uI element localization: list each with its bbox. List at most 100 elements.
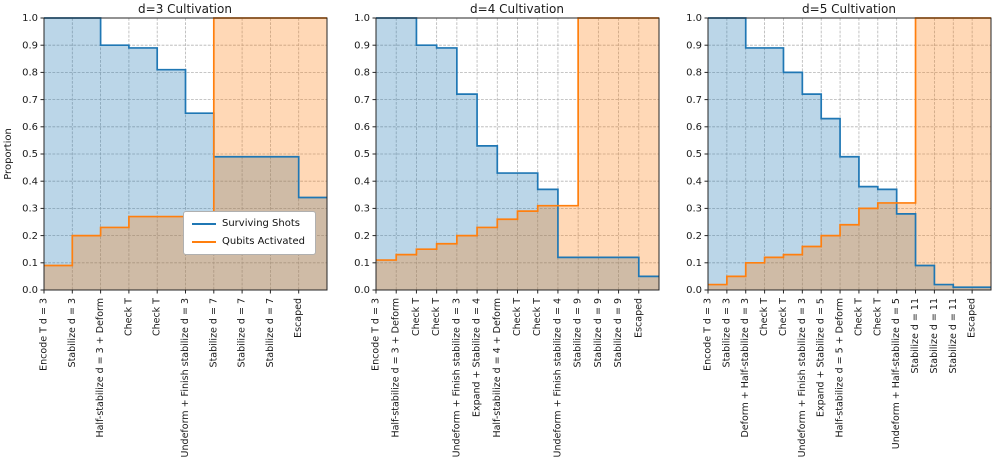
y-tick-label: 0.2 <box>354 231 370 242</box>
x-tick-label: Stabilize d = 3 <box>721 298 732 367</box>
x-tick-label: Encode T d = 3 <box>371 298 382 371</box>
y-tick-label: 1.0 <box>686 13 702 24</box>
legend-line-surviving-icon <box>192 223 216 225</box>
axes-frame <box>704 17 992 294</box>
y-tick-label: 0.9 <box>22 40 38 51</box>
legend-item-qubits-activated: Qubits Activated <box>192 236 305 248</box>
y-tick-labels: 0.0 0.1 0.2 0.3 0.4 0.5 0.6 0.7 0.8 0.9 1.0 <box>22 13 38 296</box>
x-tick-label: Stabilize d = 11 <box>948 298 959 374</box>
y-tick-label: 1.0 <box>354 13 370 24</box>
x-tick-label: Check T <box>123 298 134 336</box>
x-tick-label: Expand + Stabilize d = 4 <box>472 298 483 417</box>
x-tick-label: Stabilize d = 9 <box>613 298 624 367</box>
axes-frame <box>372 17 660 294</box>
x-tick-label: Check T <box>853 298 864 336</box>
x-tick-label: Undeform + Finish stabilize d = 3 <box>451 298 462 457</box>
x-tick-label: Check T <box>431 298 442 336</box>
x-tick-label: Stabilize d = 7 <box>237 298 248 367</box>
chart-panel-d5: d=5 Cultivation Encode T d = 3 Stabilize … <box>664 0 996 473</box>
y-tick-label: 0.2 <box>22 231 38 242</box>
y-tick-label: 0.1 <box>354 258 370 269</box>
y-tick-label: 1.0 <box>22 13 38 24</box>
series-area-0 <box>376 18 659 290</box>
legend: Surviving Shots Qubits Activated <box>183 211 316 255</box>
y-tick-label: 0.3 <box>686 204 702 215</box>
x-tick-label: Undeform + Finish stabilize d = 3 <box>180 298 191 457</box>
y-tick-label: 0.5 <box>354 149 370 160</box>
y-tick-label: 0.6 <box>354 122 370 133</box>
y-tick-label: 0.3 <box>22 204 38 215</box>
y-tick-label: 0.9 <box>686 40 702 51</box>
legend-item-surviving-shots: Surviving Shots <box>192 218 305 230</box>
x-tick-label: Stabilize d = 11 <box>929 298 940 374</box>
y-tick-label: 0.0 <box>354 285 370 296</box>
x-tick-label: Stabilize d = 7 <box>265 298 276 367</box>
x-tick-label: Check T <box>872 298 883 336</box>
x-tick-label: Half-stabilize d = 3 + Deform <box>391 298 402 438</box>
x-tick-label: Stabilize d = 3 <box>67 298 78 367</box>
x-tick-label: Half-stabilize d = 3 + Deform <box>95 298 106 438</box>
x-tick-label: Half-stabilize d = 4 + Deform <box>492 298 503 438</box>
y-tick-label: 0.0 <box>686 285 702 296</box>
series-line-1 <box>708 17 991 286</box>
x-tick-label: Stabilize d = 7 <box>208 298 219 367</box>
x-tick-label: Escaped <box>633 298 644 338</box>
y-tick-label: 0.7 <box>686 95 702 106</box>
x-tick-label: Check T <box>411 298 422 336</box>
x-tick-label: Deform + Half-stabilize d = 3 <box>740 298 751 438</box>
y-tick-label: 0.7 <box>22 95 38 106</box>
x-tick-label: Check T <box>152 298 163 336</box>
x-tick-label: Escaped <box>293 298 304 338</box>
y-axis-label: Proportion <box>3 128 14 180</box>
y-tick-label: 0.4 <box>354 176 370 187</box>
y-tick-label: 0.5 <box>686 149 702 160</box>
x-tick-labels: Encode T d = 3 Stabilize d = 3 Deform + Ha… <box>703 298 978 458</box>
y-tick-label: 0.6 <box>22 122 38 133</box>
series-line-0 <box>708 17 991 289</box>
y-tick-label: 0.6 <box>686 122 702 133</box>
series-areas <box>708 18 991 290</box>
x-tick-label: Check T <box>512 298 523 336</box>
chart-title-d5: d=5 Cultivation <box>802 2 896 16</box>
series-area-1 <box>708 18 991 290</box>
x-tick-label: Stabilize d = 11 <box>910 298 921 374</box>
axes-frame <box>40 17 328 294</box>
series-line-0 <box>376 17 659 278</box>
x-tick-label: Stabilize d = 9 <box>593 298 604 367</box>
x-tick-label: Undeform + Finish stabilize d = 4 <box>552 298 563 457</box>
y-tick-label: 0.8 <box>354 68 370 79</box>
chart-d5: d=5 Cultivation Encode T d = 3 Stabilize … <box>686 2 992 458</box>
x-tick-label: Expand + Stabilize d = 5 <box>816 298 827 417</box>
series-area-0 <box>708 18 991 290</box>
x-tick-label: Check T <box>532 298 543 336</box>
chart-d4: d=4 Cultivation Encode T d = 3 Half-stabi… <box>354 2 660 458</box>
y-tick-label: 0.3 <box>354 204 370 215</box>
y-tick-label: 0.1 <box>686 258 702 269</box>
series-line-0 <box>44 17 327 199</box>
legend-label-activated: Qubits Activated <box>222 236 305 247</box>
series-areas <box>376 18 659 290</box>
x-tick-label: Undeform + Finish stabilize d = 3 <box>797 298 808 457</box>
series-area-1 <box>376 18 659 290</box>
x-tick-labels: Encode T d = 3 Half-stabilize d = 3 + Def… <box>371 298 645 458</box>
y-tick-label: 0.9 <box>354 40 370 51</box>
y-tick-label: 0.4 <box>22 176 38 187</box>
x-tick-label: Encode T d = 3 <box>703 298 714 371</box>
chart-title-d4: d=4 Cultivation <box>470 2 564 16</box>
x-tick-label: Half-stabilize d = 5 + Deform <box>835 298 846 438</box>
legend-line-activated-icon <box>192 241 216 243</box>
x-tick-labels: Encode T d = 3 Stabilize d = 3 Half-stabil… <box>39 298 305 458</box>
y-tick-labels: 0.0 0.1 0.2 0.3 0.4 0.5 0.6 0.7 0.8 0.9 1.0 <box>354 13 370 296</box>
series-lines <box>708 17 991 289</box>
y-tick-label: 0.2 <box>686 231 702 242</box>
x-tick-label: Stabilize d = 9 <box>573 298 584 367</box>
y-tick-label: 0.1 <box>22 258 38 269</box>
chart-panel-d3: d=3 Cultivation Proportion Encode T d = … <box>0 0 332 473</box>
y-tick-label: 0.8 <box>686 68 702 79</box>
y-tick-label: 0.7 <box>354 95 370 106</box>
x-tick-label: Check T <box>778 298 789 336</box>
x-tick-label: Undeform + Half-stabilize d = 5 <box>891 298 902 449</box>
legend-label-surviving: Surviving Shots <box>222 218 300 229</box>
y-tick-label: 0.5 <box>22 149 38 160</box>
